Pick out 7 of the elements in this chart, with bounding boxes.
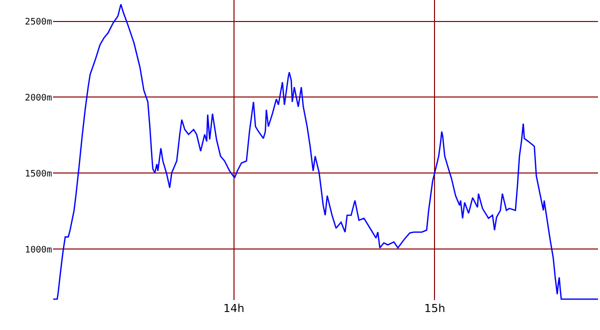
y-tick-label: 1500m: [24, 169, 52, 180]
line-series: [53, 4, 598, 300]
y-tick-label: 2500m: [24, 17, 52, 28]
y-tick-label: 2000m: [24, 93, 52, 104]
x-tick-label: 14h: [223, 302, 244, 315]
y-tick-label: 1000m: [24, 245, 52, 256]
x-tick-label: 15h: [424, 302, 446, 315]
